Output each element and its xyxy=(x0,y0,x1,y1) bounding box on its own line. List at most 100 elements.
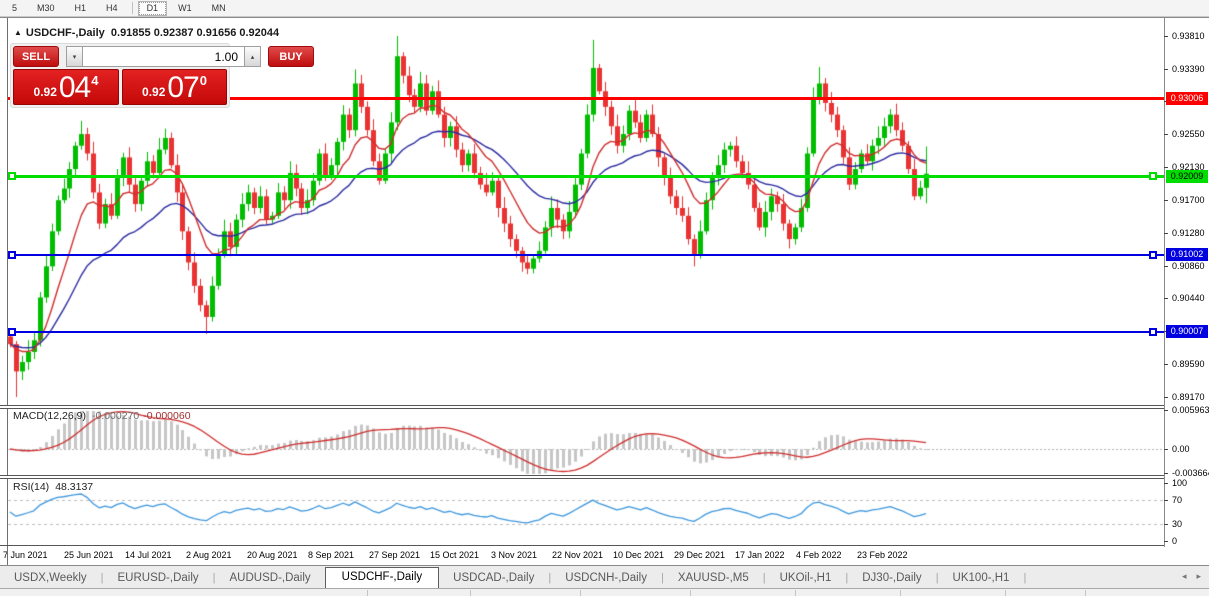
macd-main-value: -0.000270 xyxy=(91,410,140,422)
timeframe-button-mn[interactable]: MN xyxy=(211,2,226,13)
tab-separator: | xyxy=(935,572,939,584)
price-axis-label-0.93390: 0.93390 xyxy=(1172,63,1205,74)
date-label: 2 Aug 2021 xyxy=(186,550,232,560)
status-bar-separator xyxy=(470,590,471,596)
status-bar-separator xyxy=(795,590,796,596)
chart-tab-uk100-h1[interactable]: UK100-,H1 xyxy=(952,572,1010,584)
price-axis-label-0.90860: 0.90860 xyxy=(1172,260,1205,271)
axis-tick-mark xyxy=(1164,265,1168,267)
tab-scroll-right-icon[interactable]: ▸ xyxy=(1196,571,1201,581)
chart-tab-audusd-daily[interactable]: AUDUSD-,Daily xyxy=(229,572,311,584)
level-handle-right-0.91002[interactable] xyxy=(1149,250,1157,259)
price-axis-label-0.92550: 0.92550 xyxy=(1172,129,1205,140)
price-axis[interactable]: 0.938100.933900.929700.925500.921300.917… xyxy=(1164,18,1209,547)
chart-tab-xauusd-m5[interactable]: XAUUSD-,M5 xyxy=(677,572,749,584)
chart-tab-usdcnh-daily[interactable]: USDCNH-,Daily xyxy=(565,572,647,584)
sell-price-big: 04 xyxy=(58,71,91,105)
sell-price-prefix: 0.92 xyxy=(33,85,57,99)
timeframe-button-h4[interactable]: H4 xyxy=(106,2,118,13)
timeframe-button-w1[interactable]: W1 xyxy=(178,2,192,13)
axis-tick-mark xyxy=(1164,410,1168,411)
rsi-label: RSI(14) xyxy=(13,481,50,493)
tab-separator: | xyxy=(548,572,552,584)
price-axis-separator xyxy=(1164,18,1165,547)
chart-tab-bar: USDX,Weekly | EURUSD-,Daily | AUDUSD-,Daily U… xyxy=(0,566,1209,589)
chart-tab-usdx-weekly[interactable]: USDX,Weekly xyxy=(14,572,87,584)
date-label: 27 Sep 2021 xyxy=(369,550,421,560)
chart-tab-usdcad-daily[interactable]: USDCAD-,Daily xyxy=(453,572,535,584)
tab-scroll-left-icon[interactable]: ◂ xyxy=(1181,571,1187,581)
level-handle-left-0.92009[interactable] xyxy=(8,172,16,181)
axis-tick-mark xyxy=(1164,166,1168,168)
collapse-triangle-icon[interactable]: ▲ xyxy=(14,28,22,37)
level-line-0.93006[interactable] xyxy=(8,97,1164,101)
timeframe-button-h1[interactable]: H1 xyxy=(74,2,87,13)
macd-label-row: MACD(12,26,9) -0.000270 -0.000060 xyxy=(13,410,191,422)
buy-price-big: 07 xyxy=(167,71,199,105)
axis-tick-mark xyxy=(1164,134,1168,136)
ohlc-high: 0.92387 xyxy=(153,27,194,39)
chart-tab-eurusd-daily[interactable]: EURUSD-,Daily xyxy=(117,572,199,584)
macd-axis-label-0.00: 0.00 xyxy=(1172,444,1190,454)
tab-separator: | xyxy=(845,572,849,584)
axis-tick-mark xyxy=(1164,397,1168,399)
date-label: 22 Nov 2021 xyxy=(552,550,604,560)
date-label: 10 Dec 2021 xyxy=(613,550,665,560)
level-handle-right-0.90007[interactable] xyxy=(1149,327,1157,336)
axis-tick-mark xyxy=(1164,473,1168,474)
ohlc-open: 0.91855 xyxy=(110,27,151,39)
timeframe-button-d1[interactable]: D1 xyxy=(137,0,168,16)
level-line-0.92009[interactable] xyxy=(8,172,1164,181)
chart-title: ▲ USDCHF-,Daily 0.91855 0.92387 0.91656 0… xyxy=(14,27,279,39)
rsi-value: 48.3137 xyxy=(55,481,94,493)
date-label: 25 Jun 2021 xyxy=(64,550,114,560)
macd-axis-label--0.003664: -0.003664 xyxy=(1172,468,1209,478)
chart-frame-top xyxy=(0,17,1209,18)
timeframe-button-m30[interactable]: M30 xyxy=(37,2,55,13)
volume-decrease-button[interactable]: ▾ xyxy=(66,46,82,67)
sell-price-box[interactable]: 0.92 04 4 xyxy=(13,69,119,105)
axis-tick-mark xyxy=(1164,449,1168,450)
date-label: 20 Aug 2021 xyxy=(247,550,298,560)
rsi-axis-label-30: 30 xyxy=(1172,518,1183,529)
volume-increase-button[interactable]: ▴ xyxy=(245,46,261,67)
axis-tick-mark xyxy=(1164,200,1168,202)
level-handle-right-0.92009[interactable] xyxy=(1149,172,1157,181)
buy-price-box[interactable]: 0.92 07 0 xyxy=(122,69,227,105)
axis-tick-mark xyxy=(1164,232,1168,234)
date-label: 8 Sep 2021 xyxy=(308,550,355,560)
status-bar-separator xyxy=(1005,590,1006,596)
status-bar xyxy=(0,589,1209,596)
tab-separator: | xyxy=(762,572,766,584)
tab-scroll-buttons: ◂ ▸ xyxy=(1182,571,1209,588)
time-axis-bottom-border xyxy=(0,565,1209,566)
price-axis-label-0.90440: 0.90440 xyxy=(1172,293,1205,304)
rsi-pane-bottom-border xyxy=(0,545,1209,546)
time-axis[interactable]: 7 Jun 2021 25 Jun 2021 14 Jul 2021 2 Aug 20… xyxy=(0,547,1209,565)
macd-label: MACD(12,26,9) xyxy=(13,410,86,422)
chart-tab-ukoil-h1[interactable]: UKOil-,H1 xyxy=(779,572,832,584)
level-line-0.91002[interactable] xyxy=(8,250,1164,259)
chart-tab-dj30-daily[interactable]: DJ30-,Daily xyxy=(862,572,922,584)
buy-button[interactable]: BUY xyxy=(268,46,314,67)
price-axis-label-0.91280: 0.91280 xyxy=(1172,227,1205,238)
axis-tick-mark xyxy=(1164,298,1168,300)
splitter-macd-rsi[interactable] xyxy=(0,475,1209,479)
level-line-0.90007[interactable] xyxy=(8,327,1164,336)
date-label: 15 Oct 2021 xyxy=(430,550,480,560)
status-bar-separator xyxy=(690,590,691,596)
timeframe-button-5[interactable]: 5 xyxy=(12,2,18,13)
axis-tick-mark xyxy=(1164,68,1168,70)
date-label: 4 Feb 2022 xyxy=(796,550,842,560)
level-handle-left-0.90007[interactable] xyxy=(8,327,16,336)
rsi-axis-label-70: 70 xyxy=(1172,495,1183,506)
splitter-price-macd[interactable] xyxy=(0,405,1209,409)
rsi-axis-label-0: 0 xyxy=(1172,536,1178,546)
one-click-trading-panel: SELL ▾ ▴ BUY 0.92 04 4 0.92 07 0 xyxy=(10,43,314,108)
level-handle-left-0.91002[interactable] xyxy=(8,250,16,259)
volume-input[interactable] xyxy=(82,46,245,67)
axis-tick-mark xyxy=(1164,500,1168,502)
chart-tab-usdchf-daily[interactable]: USDCHF-,Daily xyxy=(324,567,440,588)
sell-button[interactable]: SELL xyxy=(13,46,59,67)
